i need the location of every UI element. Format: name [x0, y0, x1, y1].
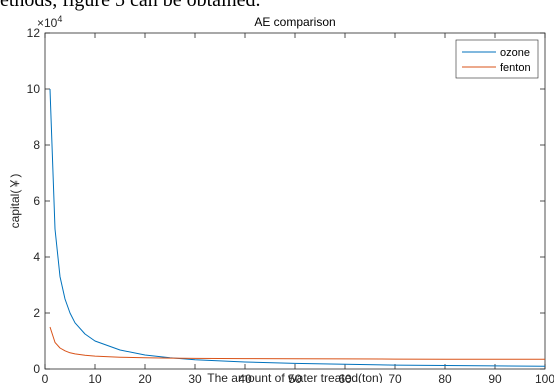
y-tick-label: 0 — [33, 362, 40, 376]
y-tick-label: 10 — [27, 82, 41, 96]
plot-area — [44, 32, 546, 370]
y-tick-label: 8 — [33, 138, 40, 152]
legend-ozone-label: ozone — [500, 47, 530, 59]
x-axis-label: The amount of water treated(ton) — [207, 371, 382, 383]
series-lines — [49, 88, 546, 367]
series-line-fenton — [49, 326, 546, 360]
x-tick-label: 10 — [88, 372, 102, 383]
document-text-line: ethods, figure 5 can be obtained. — [0, 0, 261, 11]
x-tick-label: 20 — [138, 372, 152, 383]
y-tick-label: 12 — [27, 26, 41, 40]
legend: ozone fenton — [455, 39, 539, 79]
x-tick-label: 70 — [388, 372, 402, 383]
chart-title: AE comparison — [254, 15, 335, 29]
x-tick-label: 90 — [488, 372, 502, 383]
legend-box — [455, 39, 539, 79]
x-tick-label: 60 — [338, 372, 352, 383]
x-tick-label: 100 — [535, 372, 554, 383]
x-tick-label: 50 — [288, 372, 302, 383]
y-tick-label: 4 — [33, 250, 40, 264]
y-exponent-power: 4 — [57, 14, 62, 24]
y-exponent-label: ×104 — [37, 14, 62, 30]
axis-ticks: 0 10 20 30 40 50 60 70 80 90 100 0 2 4 6 8 10 12 — [27, 26, 554, 383]
series-line-ozone — [49, 88, 546, 367]
y-tick-label: 6 — [33, 194, 40, 208]
y-axis-label: capital(￥) — [8, 174, 22, 229]
x-tick-label: 0 — [42, 372, 49, 383]
y-exponent-base: ×10 — [37, 16, 58, 30]
x-tick-label: 80 — [438, 372, 452, 383]
y-tick-label: 2 — [33, 306, 40, 320]
legend-fenton-label: fenton — [500, 62, 531, 74]
x-tick-label: 40 — [238, 372, 252, 383]
x-tick-label: 30 — [188, 372, 202, 383]
